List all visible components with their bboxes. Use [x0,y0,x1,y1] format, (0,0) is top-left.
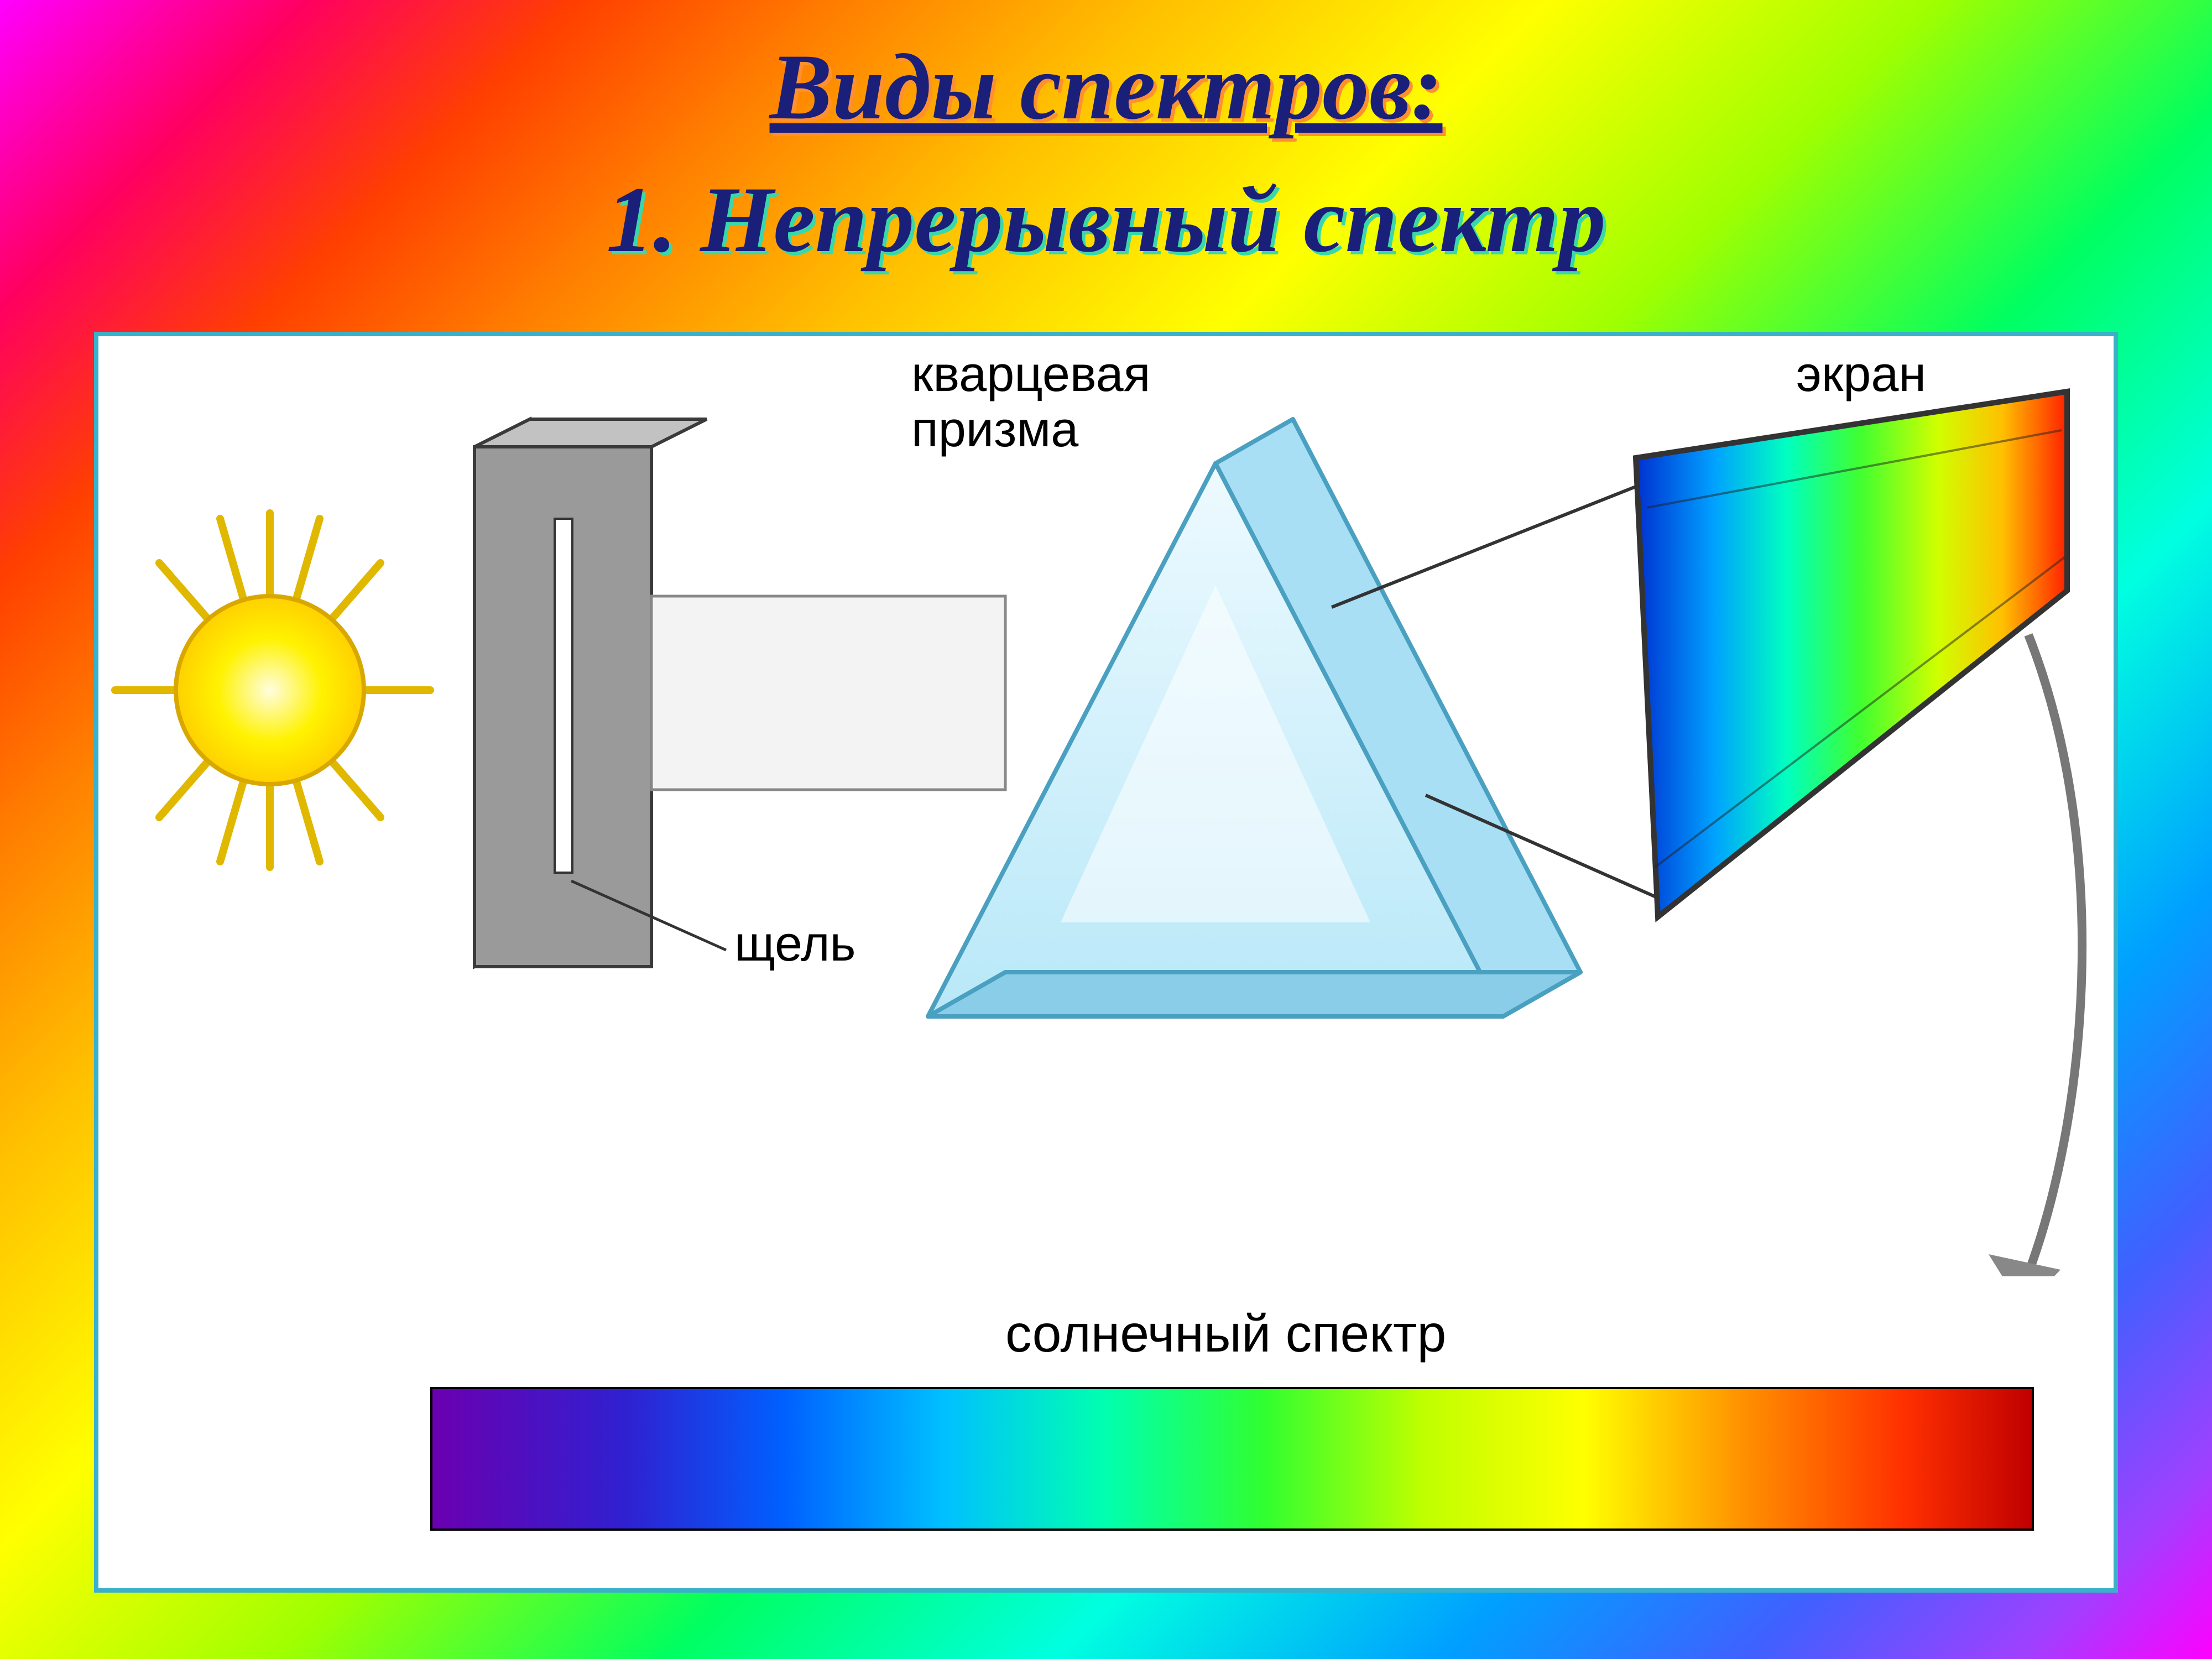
slit-label: щель [734,916,856,973]
page-subtitle: 1. Непрерывный спектр [0,166,2212,274]
diagram-svg [98,336,2122,1276]
solar-spectrum-label: солнечный спектр [1005,1304,1446,1364]
arrow-to-spectrum-bar [2023,635,2082,1276]
prism-label-line2: призма [911,401,1078,458]
sun-icon [176,596,364,784]
page-title: Виды спектров: [0,33,2212,141]
screen-label: экран [1796,346,1926,403]
arrow-head-icon [1989,1254,2060,1276]
diagram-panel: кварцевая призма экран щель солнечный сп… [94,332,2118,1593]
slit-opening [555,519,572,873]
solar-spectrum-bar [430,1387,2034,1531]
prism [928,419,1580,1016]
beam-to-prism [651,596,1005,790]
prism-label-line1: кварцевая [911,346,1150,403]
